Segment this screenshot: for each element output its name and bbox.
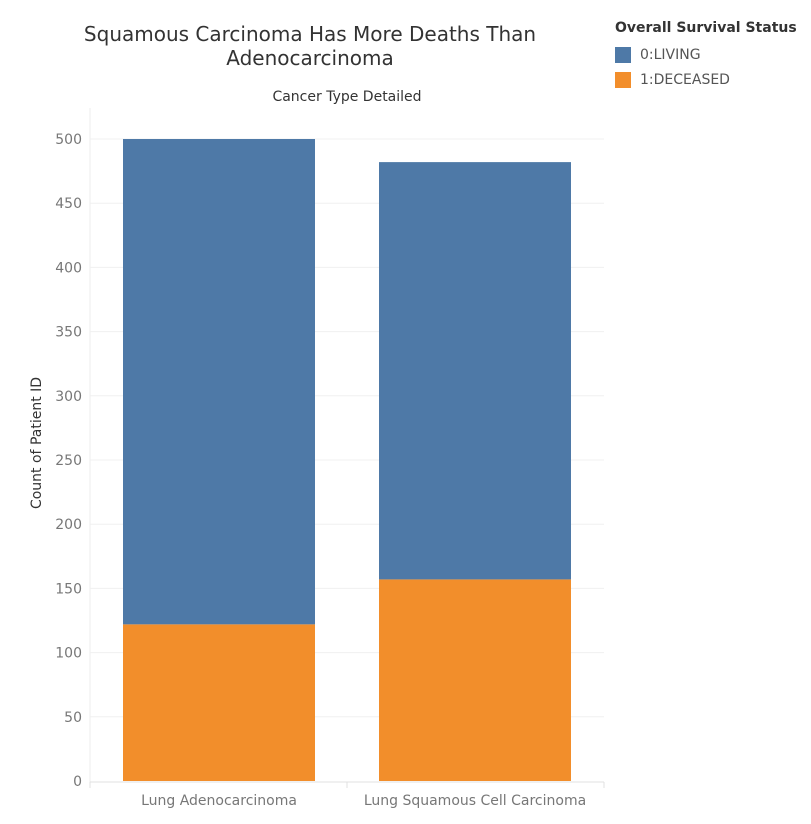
bar-1-deceased-0[interactable] (123, 624, 315, 781)
legend-swatch-deceased (615, 71, 631, 88)
legend: Overall Survival Status 0:LIVING 1:DECEA… (615, 20, 797, 92)
y-tick-label: 300 (55, 389, 82, 405)
column-header: Cancer Type Detailed (272, 89, 421, 105)
y-tick-label: 150 (55, 581, 82, 597)
x-tick-label: Lung Adenocarcinoma (141, 793, 297, 809)
y-tick-label: 200 (55, 517, 82, 533)
legend-item-living[interactable]: 0:LIVING (615, 42, 797, 67)
y-tick-label: 350 (55, 325, 82, 341)
y-axis-label: Count of Patient ID (29, 377, 45, 509)
x-tick-label: Lung Squamous Cell Carcinoma (364, 793, 586, 809)
legend-label-living: 0:LIVING (640, 46, 701, 63)
y-tick-label: 0 (73, 774, 82, 790)
x-axis-ticks: Lung Adenocarcinoma Lung Squamous Cell Ca… (141, 793, 586, 809)
bar-0-living-0[interactable] (123, 139, 315, 625)
chart-title: Squamous Carcinoma Has More Deaths Than … (83, 22, 537, 70)
bar-0-living-1[interactable] (379, 162, 571, 580)
y-tick-label: 400 (55, 260, 82, 276)
y-axis-ticks: 0 50 100 150 200 250 300 350 400 450 500 (55, 132, 82, 790)
legend-item-deceased[interactable]: 1:DECEASED (615, 67, 797, 92)
y-tick-label: 50 (64, 710, 82, 726)
y-tick-label: 250 (55, 453, 82, 469)
legend-title: Overall Survival Status (615, 20, 797, 36)
bar-1-deceased-1[interactable] (379, 579, 571, 781)
legend-label-deceased: 1:DECEASED (640, 71, 730, 88)
y-tick-label: 500 (55, 132, 82, 148)
bars (123, 139, 571, 781)
y-tick-label: 450 (55, 196, 82, 212)
y-tick-label: 100 (55, 646, 82, 662)
legend-swatch-living (615, 46, 631, 63)
